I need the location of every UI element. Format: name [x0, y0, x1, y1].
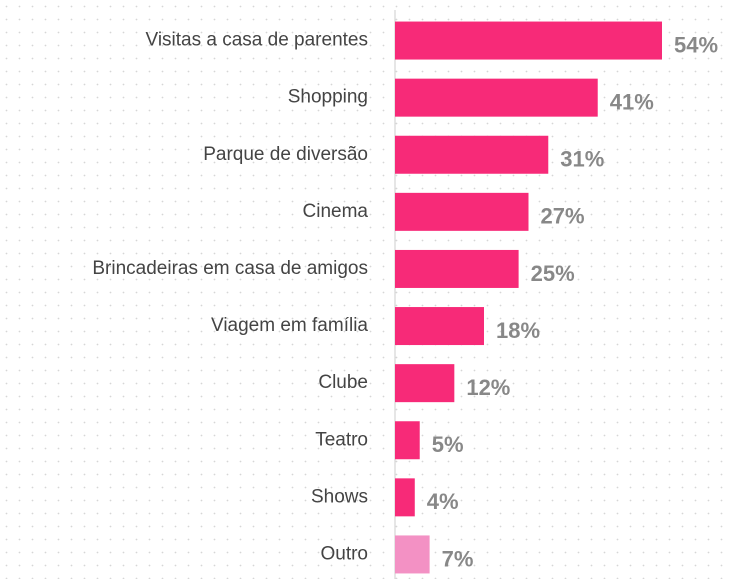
- bar: [395, 478, 415, 517]
- value-label: 27%: [541, 204, 585, 229]
- bar: [395, 535, 430, 574]
- bar: [395, 135, 549, 174]
- bar: [395, 21, 662, 60]
- bar: [395, 249, 519, 288]
- value-label: 12%: [466, 375, 510, 400]
- bar: [395, 78, 598, 117]
- category-label: Outro: [320, 543, 368, 564]
- category-label: Brincadeiras em casa de amigos: [92, 258, 368, 279]
- category-label: Shows: [311, 486, 368, 507]
- value-label: 18%: [496, 318, 540, 343]
- category-label: Parque de diversão: [203, 144, 368, 165]
- value-label: 25%: [531, 261, 575, 286]
- category-label: Viagem em família: [211, 315, 368, 336]
- category-label: Cinema: [303, 201, 369, 222]
- value-label: 31%: [560, 147, 604, 172]
- value-label: 54%: [674, 32, 718, 57]
- bar: [395, 192, 529, 231]
- value-label: 7%: [442, 546, 474, 571]
- bar: [395, 307, 484, 346]
- category-label: Visitas a casa de parentes: [145, 30, 368, 51]
- value-label: 41%: [610, 89, 654, 114]
- value-label: 4%: [427, 489, 459, 514]
- category-label: Clube: [318, 372, 368, 393]
- bar: [395, 364, 455, 403]
- category-label: Teatro: [315, 429, 368, 450]
- category-label: Shopping: [288, 87, 368, 108]
- bar: [395, 421, 420, 460]
- value-label: 5%: [432, 432, 464, 457]
